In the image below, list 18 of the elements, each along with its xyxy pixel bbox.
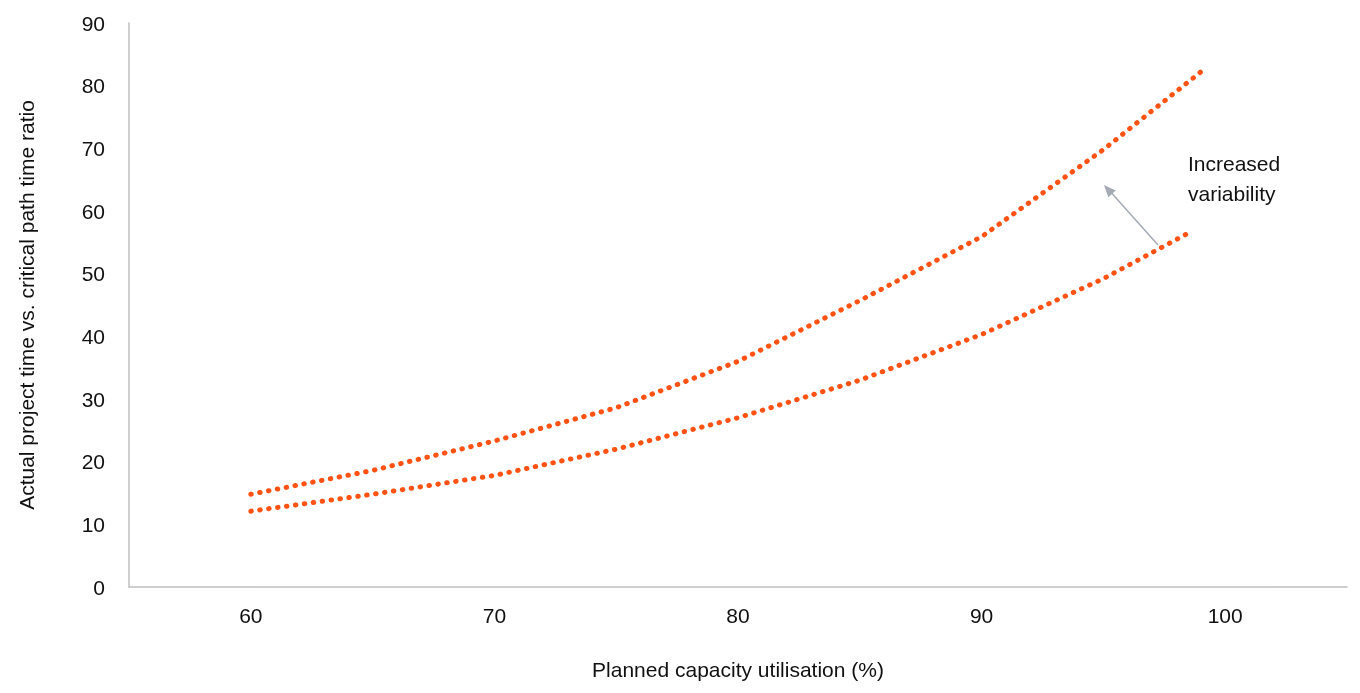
x-axis-title: Planned capacity utilisation (%) (592, 658, 884, 681)
y-tick-label: 0 (93, 575, 105, 599)
x-tick-label: 70 (482, 604, 507, 627)
y-tick-label: 70 (81, 136, 105, 160)
y-tick-label: 40 (81, 324, 105, 348)
y-tick-label: 80 (81, 74, 105, 98)
x-tick-label: 90 (969, 604, 994, 627)
y-axis-title: Actual project time vs. critical path time ratio (15, 100, 38, 510)
annotation: Increased variability (1188, 151, 1281, 205)
y-tick-label: 60 (81, 199, 105, 223)
y-tick-label: 90 (81, 11, 105, 35)
y-tick-label: 20 (81, 450, 105, 474)
x-tick-label: 80 (726, 604, 750, 627)
y-tick-label: 50 (81, 262, 105, 286)
y-tick-label: 10 (81, 512, 105, 536)
y-tick-label: 30 (81, 387, 105, 411)
x-tick-label: 60 (239, 604, 263, 627)
x-tick-label: 100 (1207, 604, 1243, 627)
